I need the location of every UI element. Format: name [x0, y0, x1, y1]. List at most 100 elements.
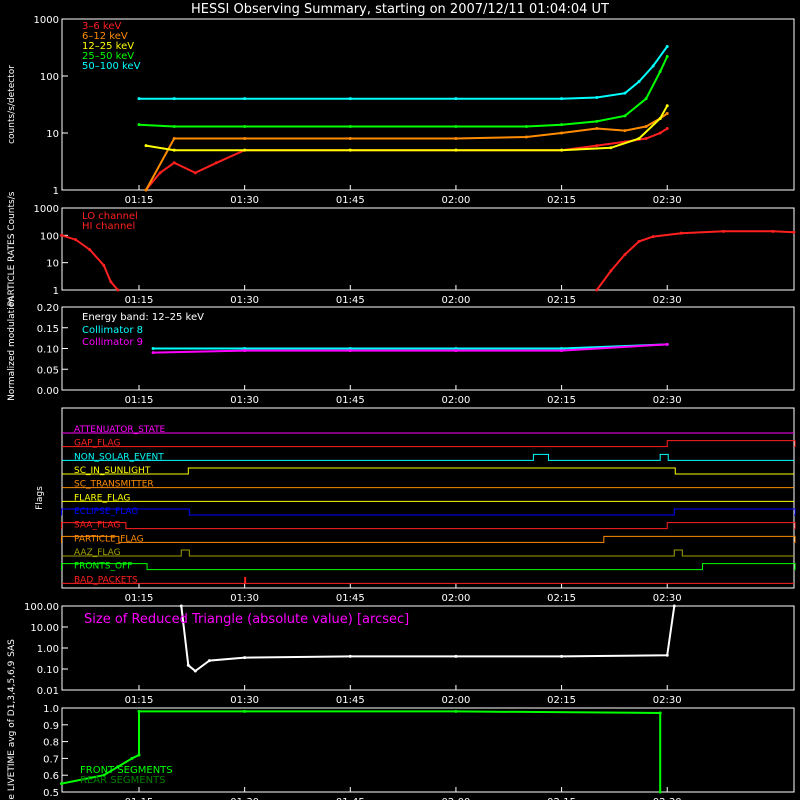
x-tick-label: 02:15: [547, 295, 576, 306]
series-line-0: [180, 605, 676, 673]
series-line-2: [145, 105, 669, 152]
flag-label: ATTENUATOR_STATE: [74, 425, 166, 435]
y-axis-label: Normalized modulation: [7, 296, 17, 401]
data-point: [243, 349, 247, 353]
data-point: [665, 653, 669, 657]
panel-frame: [61, 707, 795, 793]
y-tick-label: 1000: [34, 204, 59, 215]
data-point: [560, 347, 564, 350]
y-tick-label: 0.6: [43, 771, 59, 782]
x-tick-label: 02:00: [442, 295, 471, 306]
data-point: [644, 125, 648, 129]
data-point: [454, 125, 458, 129]
data-point: [595, 288, 599, 292]
y-tick-label: 1000: [34, 15, 59, 26]
data-point: [595, 119, 599, 123]
y-tick-label: 10.00: [30, 623, 59, 634]
x-tick-label: 02:30: [653, 593, 682, 604]
x-tick-label: 01:30: [230, 797, 259, 800]
data-point: [665, 342, 669, 346]
legend-entry: LO channel: [82, 211, 138, 222]
x-tick-label: 01:15: [125, 395, 154, 406]
data-point: [560, 131, 564, 135]
flag-label: SC_IN_SUNLIGHT: [74, 466, 151, 476]
annotation: Size of Reduced Triangle (absolute value…: [84, 612, 409, 627]
series-line-1: [153, 343, 668, 354]
data-point: [454, 97, 458, 101]
y-tick-label: 1: [53, 286, 59, 297]
series-line-1: [145, 112, 668, 191]
x-tick-label: 01:30: [230, 593, 259, 604]
data-point: [193, 669, 197, 673]
legend-entry: Collimator 9: [82, 337, 143, 348]
x-tick-label: 02:30: [653, 797, 682, 800]
data-point: [644, 97, 648, 101]
y-tick-label: 0.05: [37, 365, 59, 376]
data-point: [116, 765, 120, 769]
flag-line: [62, 453, 794, 461]
data-point: [560, 123, 564, 127]
data-point: [243, 347, 247, 350]
y-tick-label: 1.0: [43, 704, 59, 715]
data-point: [637, 239, 641, 243]
y-tick-label: 10: [46, 259, 59, 270]
x-tick-label: 01:45: [336, 395, 365, 406]
legend-entry: 50–100 keV: [82, 61, 141, 72]
data-point: [172, 97, 176, 101]
flag-label: PARTICLE_FLAG: [74, 534, 144, 544]
data-point: [243, 125, 247, 129]
data-point: [348, 349, 352, 353]
data-point: [524, 125, 528, 129]
y-tick-label: 0.15: [37, 324, 59, 335]
y-axis-label: Mon. Rate LIVETIME avg of D1,3,4,5,6,9: [7, 660, 17, 800]
x-tick-label: 02:30: [653, 295, 682, 306]
data-point: [207, 659, 211, 663]
data-point: [243, 148, 247, 152]
x-tick-label: 01:15: [125, 593, 154, 604]
x-tick-label: 01:15: [125, 797, 154, 800]
data-point: [644, 137, 648, 141]
legend-entry: 12–25 keV: [82, 41, 134, 52]
data-point: [102, 263, 106, 267]
data-point: [186, 663, 190, 667]
x-tick-label: 02:00: [442, 695, 471, 706]
x-tick-label: 02:30: [653, 195, 682, 206]
data-point: [348, 148, 352, 152]
data-point: [172, 125, 176, 129]
y-tick-label: 1.00: [37, 644, 59, 655]
data-point: [348, 137, 352, 141]
y-tick-label: 100.00: [24, 602, 59, 613]
data-point: [665, 44, 669, 48]
flag-label: FLARE_FLAG: [74, 493, 130, 503]
data-point: [595, 144, 599, 148]
data-point: [595, 126, 599, 130]
data-point: [658, 711, 662, 715]
data-point: [623, 114, 627, 118]
data-point: [130, 756, 134, 760]
data-point: [109, 280, 113, 284]
data-point: [454, 137, 458, 141]
series-line-3: [138, 56, 669, 128]
data-point: [348, 125, 352, 129]
data-point: [609, 146, 613, 150]
data-point: [560, 97, 564, 101]
flag-label: SC_TRANSMITTER: [74, 480, 154, 490]
data-point: [637, 137, 641, 141]
data-point: [88, 248, 92, 252]
y-tick-label: 1: [53, 186, 59, 197]
flag-label: BAD_PACKETS: [74, 575, 138, 585]
data-point: [672, 604, 676, 608]
data-point: [214, 161, 218, 165]
data-point: [595, 95, 599, 99]
data-point: [116, 288, 120, 292]
legend-entry: 6–12 keV: [82, 31, 128, 42]
legend-entry: FRONT SEGMENTS: [80, 765, 173, 776]
x-tick-label: 01:45: [336, 797, 365, 800]
x-tick-label: 02:15: [547, 695, 576, 706]
data-point: [454, 709, 458, 713]
data-point: [524, 135, 528, 139]
data-point: [665, 104, 669, 108]
x-tick-label: 02:30: [653, 395, 682, 406]
x-tick-label: 02:15: [547, 395, 576, 406]
data-point: [243, 137, 247, 141]
